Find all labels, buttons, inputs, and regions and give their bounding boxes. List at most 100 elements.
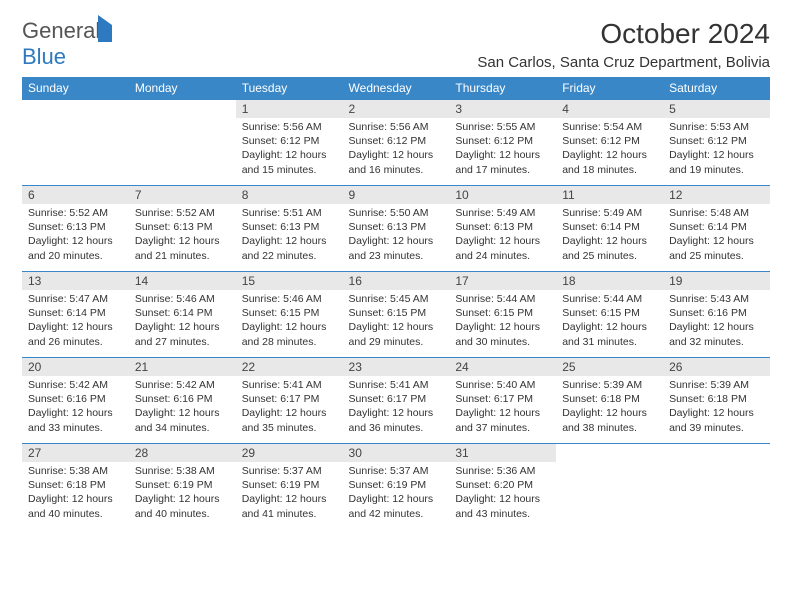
- daylight-text: Daylight: 12 hours and 34 minutes.: [135, 406, 230, 434]
- sunset-text: Sunset: 6:12 PM: [455, 134, 550, 148]
- week-row: 27Sunrise: 5:38 AMSunset: 6:18 PMDayligh…: [22, 444, 770, 530]
- daylight-text: Daylight: 12 hours and 36 minutes.: [349, 406, 444, 434]
- day-cell: 7Sunrise: 5:52 AMSunset: 6:13 PMDaylight…: [129, 186, 236, 272]
- day-number: 26: [663, 358, 770, 376]
- daylight-text: Daylight: 12 hours and 43 minutes.: [455, 492, 550, 520]
- day-header-row: SundayMondayTuesdayWednesdayThursdayFrid…: [22, 77, 770, 100]
- daylight-text: Daylight: 12 hours and 32 minutes.: [669, 320, 764, 348]
- daylight-text: Daylight: 12 hours and 24 minutes.: [455, 234, 550, 262]
- day-cell: 24Sunrise: 5:40 AMSunset: 6:17 PMDayligh…: [449, 358, 556, 444]
- sunrise-text: Sunrise: 5:36 AM: [455, 464, 550, 478]
- day-cell: 29Sunrise: 5:37 AMSunset: 6:19 PMDayligh…: [236, 444, 343, 530]
- day-cell: 4Sunrise: 5:54 AMSunset: 6:12 PMDaylight…: [556, 100, 663, 186]
- sunrise-text: Sunrise: 5:38 AM: [135, 464, 230, 478]
- sunset-text: Sunset: 6:13 PM: [455, 220, 550, 234]
- day-cell: 8Sunrise: 5:51 AMSunset: 6:13 PMDaylight…: [236, 186, 343, 272]
- logo: General Blue: [22, 18, 112, 70]
- sunrise-text: Sunrise: 5:37 AM: [242, 464, 337, 478]
- daylight-text: Daylight: 12 hours and 35 minutes.: [242, 406, 337, 434]
- day-detail: Sunrise: 5:41 AMSunset: 6:17 PMDaylight:…: [236, 376, 343, 439]
- day-number: 5: [663, 100, 770, 118]
- day-number: 4: [556, 100, 663, 118]
- daylight-text: Daylight: 12 hours and 23 minutes.: [349, 234, 444, 262]
- sunrise-text: Sunrise: 5:54 AM: [562, 120, 657, 134]
- day-number: 13: [22, 272, 129, 290]
- day-detail: Sunrise: 5:44 AMSunset: 6:15 PMDaylight:…: [449, 290, 556, 353]
- day-detail: Sunrise: 5:39 AMSunset: 6:18 PMDaylight:…: [556, 376, 663, 439]
- sunrise-text: Sunrise: 5:47 AM: [28, 292, 123, 306]
- week-row: 6Sunrise: 5:52 AMSunset: 6:13 PMDaylight…: [22, 186, 770, 272]
- day-number: 6: [22, 186, 129, 204]
- day-number: 8: [236, 186, 343, 204]
- daylight-text: Daylight: 12 hours and 18 minutes.: [562, 148, 657, 176]
- sunrise-text: Sunrise: 5:52 AM: [28, 206, 123, 220]
- day-detail: Sunrise: 5:37 AMSunset: 6:19 PMDaylight:…: [343, 462, 450, 525]
- sunset-text: Sunset: 6:14 PM: [135, 306, 230, 320]
- day-cell: 19Sunrise: 5:43 AMSunset: 6:16 PMDayligh…: [663, 272, 770, 358]
- sunset-text: Sunset: 6:12 PM: [669, 134, 764, 148]
- day-detail: Sunrise: 5:53 AMSunset: 6:12 PMDaylight:…: [663, 118, 770, 181]
- sunrise-text: Sunrise: 5:37 AM: [349, 464, 444, 478]
- daylight-text: Daylight: 12 hours and 33 minutes.: [28, 406, 123, 434]
- daylight-text: Daylight: 12 hours and 22 minutes.: [242, 234, 337, 262]
- day-number: 10: [449, 186, 556, 204]
- sunset-text: Sunset: 6:15 PM: [349, 306, 444, 320]
- day-cell: 27Sunrise: 5:38 AMSunset: 6:18 PMDayligh…: [22, 444, 129, 530]
- sunset-text: Sunset: 6:16 PM: [135, 392, 230, 406]
- daylight-text: Daylight: 12 hours and 38 minutes.: [562, 406, 657, 434]
- day-number: 2: [343, 100, 450, 118]
- day-number: 20: [22, 358, 129, 376]
- sunset-text: Sunset: 6:13 PM: [135, 220, 230, 234]
- daylight-text: Daylight: 12 hours and 27 minutes.: [135, 320, 230, 348]
- day-detail: Sunrise: 5:52 AMSunset: 6:13 PMDaylight:…: [129, 204, 236, 267]
- day-cell: 14Sunrise: 5:46 AMSunset: 6:14 PMDayligh…: [129, 272, 236, 358]
- day-header-cell: Friday: [556, 77, 663, 100]
- sunset-text: Sunset: 6:12 PM: [349, 134, 444, 148]
- sunrise-text: Sunrise: 5:43 AM: [669, 292, 764, 306]
- calendar-body: SundayMondayTuesdayWednesdayThursdayFrid…: [22, 77, 770, 530]
- day-number: 3: [449, 100, 556, 118]
- sunset-text: Sunset: 6:15 PM: [455, 306, 550, 320]
- day-detail: Sunrise: 5:54 AMSunset: 6:12 PMDaylight:…: [556, 118, 663, 181]
- sunrise-text: Sunrise: 5:39 AM: [669, 378, 764, 392]
- day-number: 31: [449, 444, 556, 462]
- day-detail: Sunrise: 5:46 AMSunset: 6:14 PMDaylight:…: [129, 290, 236, 353]
- sunset-text: Sunset: 6:18 PM: [562, 392, 657, 406]
- daylight-text: Daylight: 12 hours and 42 minutes.: [349, 492, 444, 520]
- daylight-text: Daylight: 12 hours and 20 minutes.: [28, 234, 123, 262]
- day-cell: 28Sunrise: 5:38 AMSunset: 6:19 PMDayligh…: [129, 444, 236, 530]
- day-detail: Sunrise: 5:38 AMSunset: 6:18 PMDaylight:…: [22, 462, 129, 525]
- day-header-cell: Thursday: [449, 77, 556, 100]
- sunrise-text: Sunrise: 5:41 AM: [242, 378, 337, 392]
- day-detail: Sunrise: 5:45 AMSunset: 6:15 PMDaylight:…: [343, 290, 450, 353]
- day-header-cell: Saturday: [663, 77, 770, 100]
- sunrise-text: Sunrise: 5:53 AM: [669, 120, 764, 134]
- daylight-text: Daylight: 12 hours and 40 minutes.: [135, 492, 230, 520]
- day-number: 22: [236, 358, 343, 376]
- day-detail: Sunrise: 5:50 AMSunset: 6:13 PMDaylight:…: [343, 204, 450, 267]
- day-number: 21: [129, 358, 236, 376]
- day-header-cell: Tuesday: [236, 77, 343, 100]
- sunrise-text: Sunrise: 5:46 AM: [135, 292, 230, 306]
- sunrise-text: Sunrise: 5:56 AM: [242, 120, 337, 134]
- daylight-text: Daylight: 12 hours and 29 minutes.: [349, 320, 444, 348]
- sunrise-text: Sunrise: 5:56 AM: [349, 120, 444, 134]
- sunset-text: Sunset: 6:12 PM: [242, 134, 337, 148]
- day-detail: Sunrise: 5:56 AMSunset: 6:12 PMDaylight:…: [343, 118, 450, 181]
- sunrise-text: Sunrise: 5:49 AM: [562, 206, 657, 220]
- day-number: 12: [663, 186, 770, 204]
- daylight-text: Daylight: 12 hours and 16 minutes.: [349, 148, 444, 176]
- day-number: 1: [236, 100, 343, 118]
- sunrise-text: Sunrise: 5:50 AM: [349, 206, 444, 220]
- day-cell: 18Sunrise: 5:44 AMSunset: 6:15 PMDayligh…: [556, 272, 663, 358]
- logo-triangle-icon: [98, 15, 112, 42]
- day-cell: [129, 100, 236, 186]
- sunset-text: Sunset: 6:19 PM: [242, 478, 337, 492]
- day-number: 19: [663, 272, 770, 290]
- sunrise-text: Sunrise: 5:44 AM: [455, 292, 550, 306]
- day-cell: 10Sunrise: 5:49 AMSunset: 6:13 PMDayligh…: [449, 186, 556, 272]
- sunset-text: Sunset: 6:17 PM: [349, 392, 444, 406]
- day-number: 11: [556, 186, 663, 204]
- day-cell: 6Sunrise: 5:52 AMSunset: 6:13 PMDaylight…: [22, 186, 129, 272]
- daylight-text: Daylight: 12 hours and 31 minutes.: [562, 320, 657, 348]
